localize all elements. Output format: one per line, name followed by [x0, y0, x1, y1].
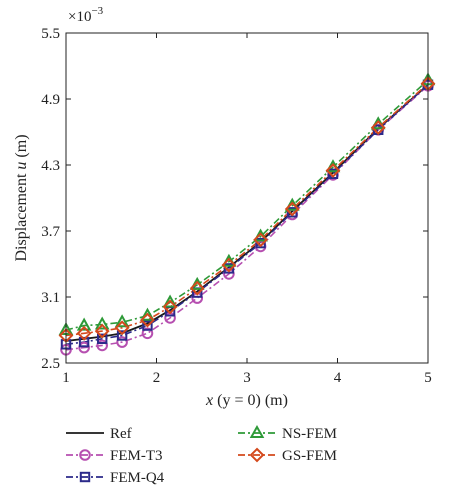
y-axis-title: Displacement u (m) — [13, 134, 30, 261]
series-line-fem-q4 — [65, 84, 429, 346]
data-point-ns-fem — [114, 314, 130, 328]
series-line-fem-t3 — [65, 85, 429, 351]
x-tick-label: 5 — [424, 370, 432, 386]
data-point-gs-fem — [221, 257, 237, 273]
x-axis-title: x (y = 0) (m) — [205, 392, 288, 409]
data-point-gs-fem — [94, 323, 110, 339]
series-line-ref — [65, 84, 429, 342]
legend-marker-ns-fem — [249, 424, 265, 438]
legend-label-fem-t3: FEM-T3 — [110, 448, 163, 464]
data-point-fem-t3 — [96, 339, 108, 352]
data-point-gs-fem — [140, 312, 155, 328]
legend: Ref FEM-T3 FEM-Q4 NS-FEM GS-FEM — [66, 424, 337, 486]
plot-frame — [65, 32, 429, 364]
data-point-ns-fem — [162, 294, 178, 308]
legend-marker-gs-fem — [249, 447, 265, 463]
data-point-fem-q4 — [116, 330, 128, 341]
x-tick-label: 4 — [334, 370, 342, 386]
plot-area — [58, 72, 436, 356]
legend-label-gs-fem: GS-FEM — [282, 448, 337, 464]
data-point-ns-fem — [76, 317, 92, 331]
data-point-fem-q4 — [223, 263, 235, 274]
legend-marker-fem-t3 — [79, 449, 91, 461]
y-tick-label: 3.1 — [41, 290, 60, 306]
data-point-gs-fem — [162, 299, 178, 315]
y-tick-label: 4.3 — [41, 158, 60, 174]
y-axis-multiplier: ×10−3 — [68, 5, 104, 25]
data-point-gs-fem — [114, 320, 130, 336]
axes: 1 2 3 4 5 2.5 3.1 3.7 4.3 4.9 5.5 ×10−3 x (y = 0) (m… — [13, 5, 432, 409]
data-point-fem-t3 — [141, 327, 154, 340]
data-point-ns-fem — [140, 307, 155, 321]
x-tick-label: 1 — [62, 370, 70, 386]
data-point-gs-fem — [284, 201, 300, 217]
x-tick-label: 2 — [153, 370, 161, 386]
y-tick-label: 5.5 — [41, 26, 60, 42]
data-point-fem-q4 — [255, 237, 266, 249]
data-point-gs-fem — [76, 325, 92, 341]
data-point-gs-fem — [253, 232, 268, 248]
legend-marker-fem-q4 — [79, 471, 91, 483]
legend-label-ref: Ref — [110, 426, 132, 442]
data-point-fem-q4 — [142, 320, 153, 331]
series-line-ns-fem — [65, 79, 429, 331]
data-point-fem-t3 — [78, 341, 90, 354]
legend-label-fem-q4: FEM-Q4 — [110, 470, 165, 486]
legend-label-ns-fem: NS-FEM — [282, 426, 337, 442]
data-point-gs-fem — [189, 280, 205, 296]
data-point-fem-q4 — [327, 168, 339, 180]
data-point-fem-t3 — [223, 268, 235, 280]
y-tick-label: 2.5 — [41, 356, 60, 372]
data-point-fem-q4 — [97, 333, 108, 345]
series-line-gs-fem — [65, 83, 429, 337]
data-point-fem-t3 — [116, 336, 128, 348]
data-point-fem-q4 — [287, 207, 298, 218]
data-point-ns-fem — [94, 316, 110, 330]
x-tick-label: 3 — [243, 370, 251, 386]
y-tick-label: 3.7 — [41, 224, 60, 240]
data-point-gs-fem — [370, 120, 386, 136]
y-tick-label: 4.9 — [41, 92, 60, 108]
data-point-gs-fem — [325, 163, 341, 178]
